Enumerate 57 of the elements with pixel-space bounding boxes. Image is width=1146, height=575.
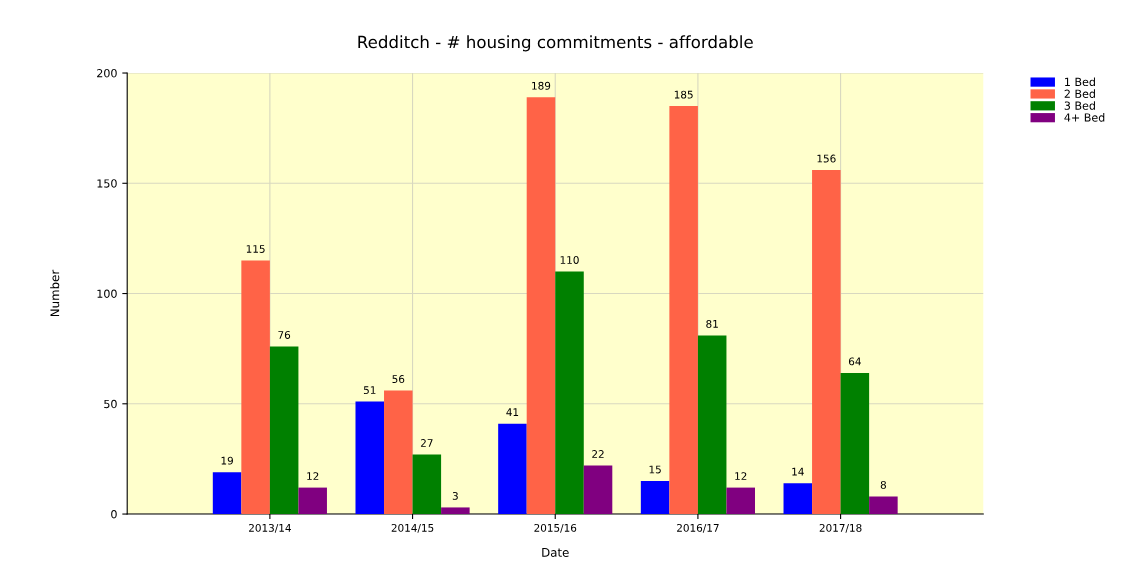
- data-label: 64: [848, 357, 861, 366]
- y-tick-label: 100: [97, 289, 117, 298]
- data-label: 27: [420, 439, 433, 447]
- data-label: 22: [592, 450, 604, 458]
- legend-label: 3 Bed: [1064, 101, 1095, 110]
- bar: [697, 335, 727, 515]
- legend-label: 4+ Bed: [1064, 113, 1105, 122]
- bar: [355, 401, 385, 515]
- chart-title: Redditch - # housing commitments - affordable: [358, 35, 753, 52]
- bar: [869, 496, 898, 515]
- x-tick-label: 2017/18: [819, 523, 862, 533]
- x-tick-label: 2016/17: [677, 523, 719, 533]
- bar: [783, 483, 813, 515]
- data-label: 56: [392, 375, 405, 383]
- data-label: 8: [880, 480, 886, 489]
- bar: [583, 465, 613, 515]
- data-label: 12: [307, 472, 319, 480]
- bar: [726, 487, 755, 515]
- bar: [441, 507, 470, 515]
- data-label: 185: [674, 90, 693, 99]
- bar: [498, 423, 527, 515]
- data-label: 19: [221, 456, 233, 465]
- data-label: 3: [452, 491, 458, 500]
- data-label: 76: [278, 331, 291, 339]
- y-axis-title: Number: [50, 269, 60, 317]
- bar: [840, 372, 870, 515]
- x-tick-label: 2013/14: [249, 523, 291, 533]
- y-tick-label: 150: [97, 179, 117, 188]
- legend-label: 1 Bed: [1065, 77, 1095, 87]
- bar: [298, 487, 327, 515]
- bar: [412, 454, 442, 515]
- bar: [812, 170, 841, 515]
- data-label: 15: [649, 465, 661, 474]
- data-label: 12: [735, 472, 747, 480]
- data-label: 115: [246, 245, 265, 253]
- legend-label: 2 Bed: [1064, 89, 1095, 98]
- bar: [669, 106, 698, 515]
- x-axis-title: Date: [542, 548, 569, 557]
- data-label: 41: [506, 408, 519, 416]
- bar: [212, 472, 242, 515]
- bar: [269, 346, 299, 515]
- data-label: 81: [706, 319, 718, 328]
- bar: [241, 260, 270, 515]
- y-tick-label: 50: [104, 399, 117, 409]
- bar: [384, 390, 413, 515]
- x-tick-label: 2014/15: [391, 523, 434, 533]
- bar: [526, 97, 556, 515]
- bar: [640, 480, 670, 515]
- y-tick-label: 200: [97, 69, 117, 78]
- data-label: 51: [363, 386, 376, 395]
- data-label: 189: [532, 81, 551, 90]
- data-label: 110: [560, 256, 579, 264]
- data-label: 14: [792, 467, 804, 476]
- x-tick-label: 2015/16: [534, 523, 577, 533]
- data-label: 156: [817, 154, 836, 163]
- y-tick-label: 0: [111, 510, 117, 519]
- bar: [555, 271, 584, 515]
